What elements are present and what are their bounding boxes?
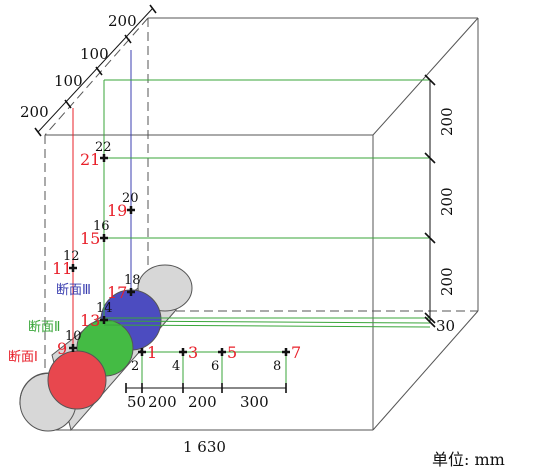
- point-label-3: 3: [188, 343, 198, 362]
- dim-bottom-300: 300: [240, 393, 269, 411]
- unit-label: 单位: mm: [432, 450, 505, 469]
- point-label-7: 7: [291, 343, 301, 362]
- box-visible-edges: [45, 17, 479, 431]
- dim-right-200-a: 200: [438, 107, 456, 136]
- point-label-21: 21: [80, 150, 100, 169]
- dim-bottom-50: 50: [127, 393, 146, 411]
- section-label-2: 断面Ⅱ: [28, 320, 60, 335]
- point-label-13: 13: [80, 311, 100, 330]
- point-label-19: 19: [107, 201, 127, 220]
- tunnel-model: [19, 264, 193, 432]
- dim-length: 1 630: [183, 438, 226, 456]
- dimension-lines: [34, 4, 436, 393]
- point-label-11: 11: [52, 259, 72, 278]
- point-label-12: 12: [63, 249, 80, 264]
- dim-top-200-a: 200: [108, 12, 137, 30]
- section-label-1: 断面Ⅰ: [8, 350, 38, 365]
- dim-top-100-a: 100: [80, 45, 109, 63]
- dim-right-200-c: 200: [438, 267, 456, 296]
- point-label-5: 5: [227, 343, 237, 362]
- dim-bottom-200-b: 200: [188, 393, 217, 411]
- point-label-17: 17: [107, 283, 127, 302]
- point-markers: [69, 154, 290, 356]
- dim-bottom-200-a: 200: [148, 393, 177, 411]
- dim-top-100-b: 100: [54, 72, 83, 90]
- point-label-9: 9: [57, 339, 67, 358]
- point-label-6: 6: [211, 359, 219, 374]
- dim-right-30: 30: [436, 317, 455, 335]
- point-label-2: 2: [131, 359, 139, 374]
- point-label-8: 8: [273, 359, 281, 374]
- point-label-4: 4: [172, 359, 180, 374]
- point-label-1: 1: [147, 343, 157, 362]
- projection-lines: [72, 50, 431, 388]
- point-label-20: 20: [122, 191, 139, 206]
- point-label-22: 22: [95, 140, 112, 155]
- point-label-10: 10: [65, 329, 82, 344]
- point-label-15: 15: [80, 229, 100, 248]
- point-label-18: 18: [124, 273, 141, 288]
- point-label-16: 16: [93, 219, 110, 234]
- dim-top-200-b: 200: [20, 103, 49, 121]
- point-label-14: 14: [96, 301, 113, 316]
- section-label-3: 断面Ⅲ: [56, 283, 91, 298]
- dim-right-200-b: 200: [438, 187, 456, 216]
